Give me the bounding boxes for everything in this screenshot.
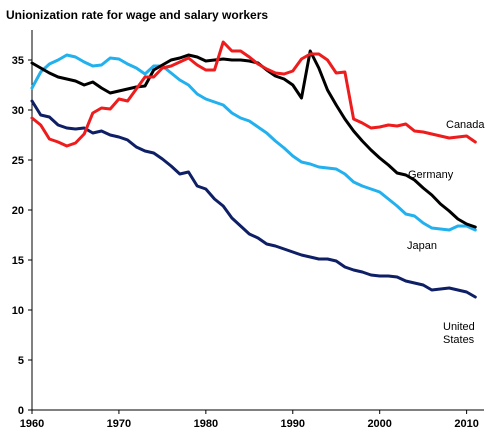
x-tick-label: 1990 bbox=[281, 418, 305, 430]
y-tick-label: 0 bbox=[18, 405, 24, 417]
y-tick-label: 25 bbox=[12, 155, 24, 167]
x-tick-label: 1960 bbox=[20, 418, 44, 430]
y-tick-label: 5 bbox=[18, 355, 24, 367]
y-tick-label: 10 bbox=[12, 305, 24, 317]
x-tick-label: 2010 bbox=[454, 418, 478, 430]
series-label-japan: Japan bbox=[407, 240, 437, 252]
y-tick-label: 35 bbox=[12, 55, 24, 67]
series-line-japan bbox=[30, 53, 477, 232]
series-line-canada bbox=[30, 40, 477, 148]
x-tick-label: 1980 bbox=[194, 418, 218, 430]
y-tick-label: 20 bbox=[12, 205, 24, 217]
series-label-united-states: United bbox=[443, 321, 475, 333]
y-tick-label: 15 bbox=[12, 255, 24, 267]
x-tick-label: 1970 bbox=[107, 418, 131, 430]
plot-area: 0 5 10 15 20 25 30 35 1960 1970 1980 1990 2000 2010 Ca… bbox=[12, 30, 485, 430]
series-line-germany bbox=[30, 49, 477, 229]
series-line-united-states bbox=[30, 99, 477, 299]
x-tick-label: 2000 bbox=[367, 418, 391, 430]
chart-title: Unionization rate for wage and salary wo… bbox=[6, 8, 268, 22]
series-label-canada: Canada bbox=[446, 119, 485, 131]
y-tick-label: 30 bbox=[12, 105, 24, 117]
series-label-united-states: States bbox=[443, 334, 475, 346]
series-label-germany: Germany bbox=[408, 169, 454, 181]
